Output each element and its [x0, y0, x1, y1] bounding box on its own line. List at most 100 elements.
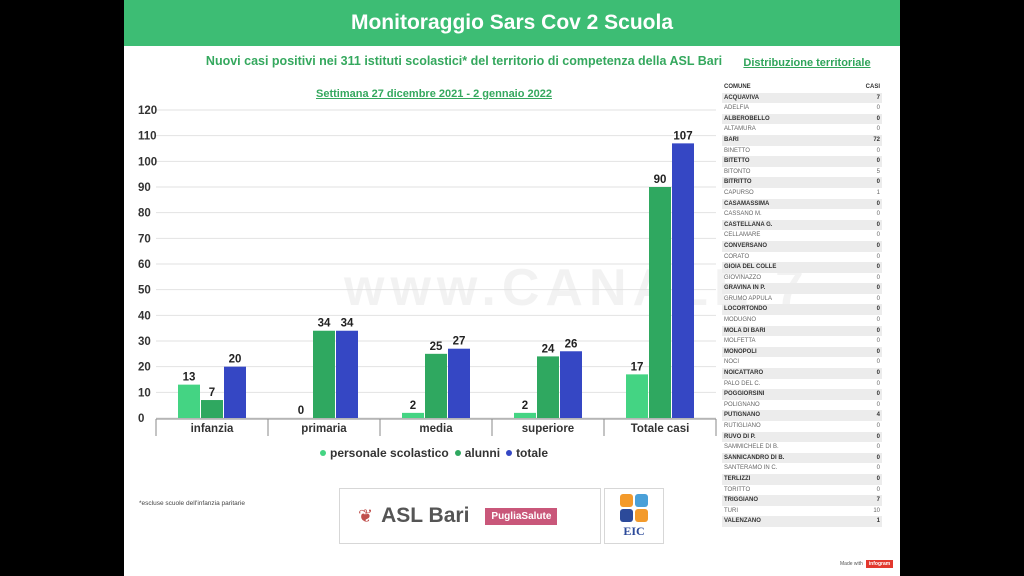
legend-dot-icon: [506, 450, 513, 456]
table-cell-comune: MOLA DI BARI: [724, 327, 766, 334]
y-tick-label: 120: [138, 105, 157, 117]
table-row: ALBEROBELLO 0: [722, 113, 882, 125]
data-label: 2: [522, 400, 528, 412]
data-label: 13: [183, 372, 196, 384]
table-cell-casi: 10: [873, 507, 880, 514]
table-cell-casi: 0: [876, 115, 880, 122]
x-tick-label: infanzia: [191, 423, 234, 435]
data-label: 34: [318, 318, 331, 330]
table-cell-casi: 0: [876, 465, 880, 472]
table-cell-comune: BITRITTO: [724, 179, 752, 186]
table-cell-comune: MONOPOLI: [724, 348, 757, 355]
table-row: MODUGNO 0: [722, 315, 882, 326]
data-label: 34: [341, 318, 354, 330]
legend-label: alunni: [464, 446, 501, 460]
table-row: ALTAMURA 0: [722, 124, 882, 135]
bar[interactable]: [626, 374, 648, 418]
table-cell-casi: 0: [876, 444, 880, 451]
table-cell-casi: 0: [876, 221, 880, 228]
table-cell-casi: 0: [876, 211, 880, 218]
bar[interactable]: [313, 330, 335, 418]
legend-dot-icon: [454, 450, 461, 456]
table-cell-comune: TORITTO: [724, 486, 751, 493]
distribution-table: COMUNE CASI ACQUAVIVA 7 ADELFIA 0 ALBEROBELL…: [722, 82, 882, 527]
table-cell-comune: NOCI: [724, 359, 739, 366]
footnote: *escluse scuole dell'infanzia paritarie: [139, 500, 246, 507]
table-cell-casi: 5: [876, 168, 880, 175]
table-row: CELLAMARE 0: [722, 230, 882, 241]
table-row: CONVERSANO 0: [722, 240, 882, 252]
table-row: BINETTO 0: [722, 146, 882, 157]
table-cell-comune: MOLFETTA: [724, 338, 756, 345]
table-row: CAPURSO 1: [722, 188, 882, 199]
y-tick-label: 20: [138, 362, 151, 374]
bar[interactable]: [224, 366, 246, 418]
table-row: BARI 72: [722, 134, 882, 146]
data-label: 26: [565, 338, 578, 350]
asl-logo-text: ASL Bari: [381, 504, 470, 527]
infographic-page: Monitoraggio Sars Cov 2 Scuola Nuovi cas…: [124, 0, 900, 576]
table-row: MOLA DI BARI 0: [722, 325, 882, 337]
bar[interactable]: [425, 353, 447, 418]
table-row: GRUMO APPULA 0: [722, 294, 882, 305]
table-cell-comune: BITONTO: [724, 168, 751, 175]
legend-item-personale[interactable]: personale scolastico: [320, 446, 449, 460]
table-cell-casi: 0: [876, 285, 880, 292]
y-tick-label: 100: [138, 156, 157, 168]
table-cell-comune: CAPURSO: [724, 189, 754, 196]
bar[interactable]: [514, 412, 536, 418]
table-row: POGGIORSINI 0: [722, 389, 882, 400]
table-cell-comune: BITETTO: [724, 158, 750, 165]
legend-item-totale[interactable]: totale: [506, 446, 548, 460]
bar[interactable]: [672, 143, 694, 418]
table-cell-casi: 0: [876, 295, 880, 302]
table-cell-casi: 0: [876, 401, 880, 408]
table-cell-casi: 0: [876, 475, 880, 482]
table-cell-comune: SANTERAMO IN C.: [724, 465, 778, 472]
bar[interactable]: [537, 356, 559, 418]
table-cell-comune: BARI: [724, 136, 739, 143]
eic-icon: [620, 493, 648, 522]
made-with-badge[interactable]: Made with infogram: [840, 560, 894, 568]
y-tick-label: 110: [138, 131, 157, 143]
legend-label: personale scolastico: [330, 446, 449, 460]
table-header-casi: CASI: [865, 84, 880, 90]
table-row: LOCORTONDO 0: [722, 304, 882, 316]
table-cell-comune: SANNICANDRO DI B.: [724, 454, 785, 461]
table-cell-casi: 0: [876, 105, 880, 112]
bar[interactable]: [201, 400, 223, 418]
table-cell-comune: CORATO: [724, 253, 750, 260]
bar[interactable]: [402, 412, 424, 418]
eic-logo-text: EIC: [623, 523, 645, 538]
table-cell-casi: 0: [876, 179, 880, 186]
table-cell-comune: GIOIA DEL COLLE: [724, 264, 777, 271]
table-row: TERLIZZI 0: [722, 473, 882, 485]
table-row: SAMMICHELE DI B. 0: [722, 442, 882, 453]
table-cell-casi: 0: [876, 391, 880, 398]
table-cell-comune: CELLAMARE: [724, 232, 761, 239]
bar[interactable]: [178, 384, 200, 418]
asl-logo-box: ❦ ASL Bari PugliaSalute: [339, 488, 601, 544]
table-body: ACQUAVIVA 7 ADELFIA 0 ALBEROBELLO 0 ALTAMURA 0 B…: [722, 92, 882, 527]
table-cell-casi: 0: [876, 423, 880, 429]
table-row: CASTELLANA G. 0: [722, 219, 882, 231]
table-cell-casi: 0: [876, 359, 880, 366]
page-title: Monitoraggio Sars Cov 2 Scuola: [124, 0, 900, 46]
bar[interactable]: [649, 187, 671, 418]
bar[interactable]: [448, 348, 470, 418]
legend-item-alunni[interactable]: alunni: [454, 446, 501, 460]
table-cell-comune: RUTIGLIANO: [724, 423, 761, 429]
y-tick-label: 50: [138, 285, 151, 297]
table-cell-comune: PUTIGNANO: [724, 412, 760, 419]
bar[interactable]: [560, 351, 582, 418]
table-row: PUTIGNANO 4: [722, 410, 882, 421]
week-label: Settimana 27 dicembre 2021 - 2 gennaio 2…: [315, 88, 552, 100]
table-cell-comune: MODUGNO: [724, 317, 756, 324]
table-cell-comune: POGGIORSINI: [724, 391, 765, 398]
table-row: POLIGNANO 0: [722, 400, 882, 411]
bar[interactable]: [336, 330, 358, 418]
table-row: CASAMASSIMA 0: [722, 198, 882, 210]
eic-logo: EIC: [604, 488, 664, 544]
distribution-title[interactable]: Distribuzione territoriale: [743, 57, 871, 69]
table-cell-comune: RUVO DI P.: [724, 433, 756, 440]
